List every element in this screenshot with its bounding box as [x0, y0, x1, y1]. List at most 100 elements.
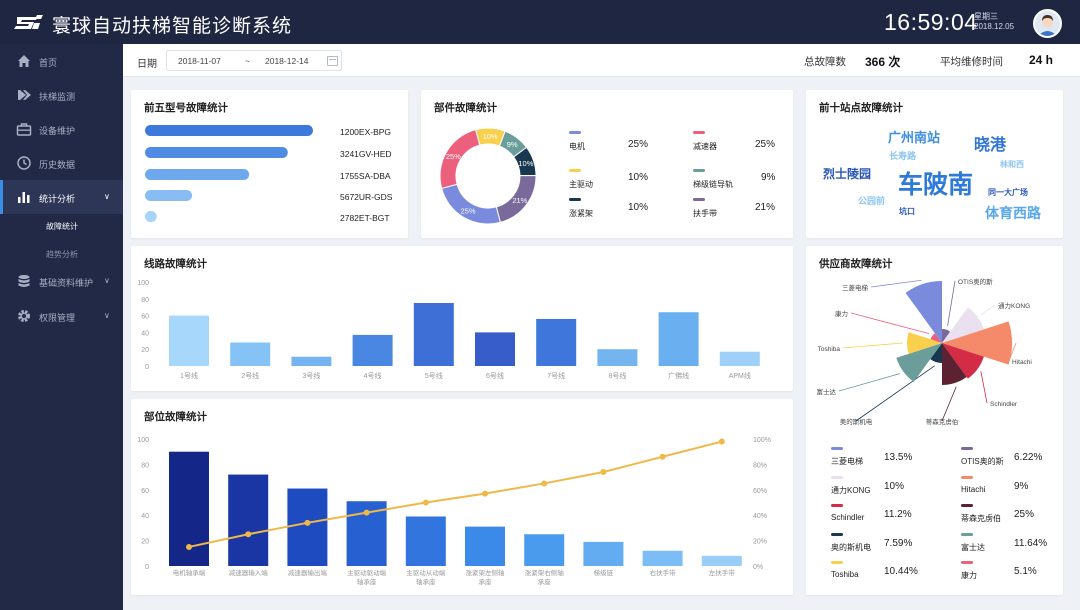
- legend-percent: 10%: [628, 202, 649, 213]
- x-tick: 2号线: [241, 371, 259, 380]
- rose-slice: [930, 333, 942, 343]
- slice-label: 10%: [483, 132, 498, 141]
- avatar[interactable]: [1033, 9, 1062, 38]
- station-word: 广州南站: [888, 130, 941, 145]
- x-tick-cont: 轴承座: [357, 577, 377, 586]
- x-tick: 广佛线: [668, 371, 689, 380]
- y2-tick: 100%: [753, 437, 771, 444]
- x-tick: APM线: [729, 371, 751, 380]
- suppliers-card: 供应商故障统计 OTIS奥的斯 通力KONG Hitachi Schindler 蒂森克…: [806, 246, 1063, 595]
- y-tick: 60: [141, 488, 149, 495]
- mttr-label: 平均维修时间: [940, 56, 1003, 68]
- sidebar-item-statistics[interactable]: 统计分析 ∨: [0, 180, 123, 214]
- date-range-picker[interactable]: 2018-11-07 ~ 2018-12-14: [166, 50, 342, 71]
- line-bar: [352, 334, 393, 366]
- escalator-icon: [18, 90, 31, 100]
- total-faults-value: 366 次: [865, 55, 901, 69]
- legend-percent: 13.5%: [884, 452, 913, 463]
- line-bar: [291, 356, 332, 366]
- rose-label: 奥的斯机电: [840, 417, 873, 426]
- model-label: 1755SA-DBA: [340, 171, 391, 181]
- position-bar: [228, 474, 269, 566]
- rose-label: 三菱电梯: [842, 283, 869, 292]
- legend-swatch: [961, 532, 973, 536]
- sidebar-item-label: 历史数据: [39, 160, 76, 170]
- label-leader: [842, 342, 904, 349]
- model-bar: [145, 211, 157, 222]
- line-bar: [719, 351, 760, 366]
- legend-label: 减速器: [693, 142, 717, 151]
- legend-percent: 10.44%: [884, 566, 918, 577]
- legend-percent: 5.1%: [1014, 566, 1037, 577]
- slice-label: 21%: [512, 196, 527, 205]
- sidebar-subitem-fault-stats[interactable]: 故障统计: [46, 222, 78, 231]
- rose-label: Schindler: [990, 401, 1018, 408]
- legend-swatch: [831, 561, 843, 564]
- model-bar: [145, 190, 193, 201]
- line-bar: [169, 315, 209, 366]
- home-icon: [18, 55, 30, 67]
- legend-percent: 10%: [628, 172, 649, 183]
- slice-label: 9%: [507, 140, 518, 149]
- position-bar: [465, 526, 505, 566]
- station-word: 坑口: [899, 207, 915, 216]
- end-date: 2018-12-14: [265, 56, 309, 66]
- legend-label: 梯级链导轨: [693, 180, 733, 189]
- legend-percent: 9%: [1014, 480, 1029, 492]
- chevron-down-icon: ∨: [104, 276, 110, 285]
- rose-label: 蒂森克虏伯: [926, 417, 959, 426]
- sidebar-subitem-trend-analysis[interactable]: 趋势分析: [46, 250, 78, 259]
- sidebar-item-home[interactable]: 首页: [0, 44, 123, 78]
- x-tick: 涨紧架右侧轴: [525, 568, 565, 577]
- sidebar-item-maintenance[interactable]: 设备维护: [0, 112, 123, 146]
- card-title: 供应商故障统计: [819, 258, 893, 270]
- mttr-value: 24 h: [1029, 53, 1054, 67]
- legend-swatch: [569, 198, 581, 201]
- legend-label: 富士达: [961, 542, 985, 552]
- cumulative-point: [245, 531, 252, 538]
- legend-swatch: [831, 504, 843, 507]
- y2-tick: 40%: [753, 513, 767, 520]
- x-tick: 右扶手带: [650, 568, 677, 577]
- legend-label: 奥的斯机电: [831, 542, 871, 552]
- database-icon: [18, 275, 30, 287]
- positions-card: 部位故障统计 0 20 40 60 80 100 0% 20% 40% 60% 80% 100% 电机轴…: [131, 399, 793, 595]
- y-tick: 80: [141, 297, 149, 304]
- x-tick: 左扶手带: [709, 568, 736, 577]
- rose-label: 富士达: [817, 387, 837, 396]
- position-bar: [405, 516, 446, 566]
- legend-swatch: [961, 561, 973, 564]
- x-tick: 5号线: [425, 371, 443, 380]
- legend-swatch: [569, 131, 581, 134]
- sidebar-item-escalator-monitor[interactable]: 扶梯监测: [0, 78, 123, 112]
- legend-label: OTIS奥的斯: [961, 457, 1004, 466]
- label-leader: [1008, 342, 1017, 362]
- model-label: 5672UR-GDS: [340, 192, 393, 202]
- line-bar: [658, 312, 699, 366]
- legend-label: 康力: [961, 571, 977, 580]
- model-label: 2782ET-BGT: [340, 213, 390, 223]
- donut-slice: [439, 129, 481, 190]
- label-leader: [870, 279, 922, 288]
- legend-swatch: [961, 447, 973, 450]
- y-tick: 0: [145, 364, 149, 371]
- legend-label: 电机: [569, 142, 585, 151]
- weekday: 星期三: [974, 12, 998, 21]
- calendar-icon[interactable]: [327, 56, 338, 66]
- x-tick: 7号线: [547, 371, 565, 380]
- position-bar: [583, 541, 624, 566]
- label-leader: [855, 365, 935, 422]
- y-tick: 20: [141, 347, 149, 354]
- line-bar: [230, 342, 271, 366]
- date-block: 星期三 2018.12.05: [974, 12, 1014, 32]
- legend-swatch: [831, 532, 843, 536]
- x-tick: 6号线: [486, 371, 504, 380]
- start-date: 2018-11-07: [178, 56, 221, 66]
- sidebar-item-history[interactable]: 历史数据: [0, 146, 123, 180]
- sidebar-item-permissions[interactable]: 权限管理 ∨: [0, 299, 123, 333]
- sidebar-item-base-data[interactable]: 基础资料维护 ∨: [0, 264, 123, 298]
- cumulative-point: [600, 469, 607, 476]
- cumulative-line: [188, 440, 723, 548]
- y2-tick: 20%: [753, 539, 767, 546]
